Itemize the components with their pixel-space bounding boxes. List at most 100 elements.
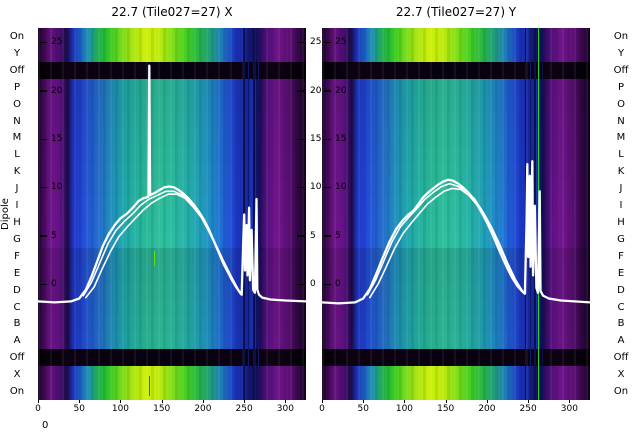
category-label-m: M (616, 132, 626, 144)
heatmap-row-o (322, 95, 590, 113)
category-label-off: Off (9, 352, 25, 364)
ytick-label-right: 0 (310, 279, 316, 290)
heatmap-row-off (322, 349, 590, 367)
category-label-g: G (617, 233, 625, 245)
panel-x-title: 22.7 (Tile027=27) X (111, 5, 233, 19)
ytick-label: 15 (51, 134, 63, 145)
heatmap-row-b (322, 315, 590, 333)
ytick-label: 10 (51, 182, 63, 193)
heatmap-row-a (322, 332, 590, 350)
heatmap-row-n (38, 112, 306, 130)
xtick-label: 250 (235, 404, 253, 414)
xtick-mark (445, 400, 447, 403)
heatmap-row-on (38, 28, 306, 45)
ytick-mark (40, 90, 47, 92)
xtick-mark (79, 400, 81, 403)
ytick-label: 5 (51, 230, 57, 241)
xtick-label: 100 (395, 404, 414, 414)
xtick-mark (322, 400, 323, 403)
ytick-mark-right (297, 41, 304, 44)
panel-y-title: 22.7 (Tile027=27) Y (395, 5, 517, 19)
heatmap-row-off (38, 349, 306, 367)
category-label-g: G (13, 233, 21, 245)
heatmap-row-p (322, 78, 590, 96)
category-label-n: N (13, 115, 21, 127)
heatmap-row-l (38, 146, 306, 164)
category-label-f: F (14, 250, 20, 262)
heatmap-row-i (38, 197, 306, 214)
category-label-off: Off (9, 64, 25, 76)
ytick-label: 25 (51, 37, 63, 48)
heatmap-row-e (322, 264, 590, 282)
xtick-mark (363, 400, 365, 403)
xtick-mark (202, 400, 204, 403)
xtick-label: 150 (153, 404, 171, 414)
xtick-label: 250 (519, 404, 537, 414)
category-label-j: J (15, 183, 19, 195)
ytick-mark-right (297, 235, 304, 237)
ytick-mark (40, 235, 47, 237)
category-label-d: D (13, 284, 21, 296)
heatmap-stripe (541, 28, 544, 400)
category-label-x: X (13, 369, 21, 381)
xtick-label: 100 (111, 404, 130, 414)
heatmap-row-e (38, 264, 306, 282)
ytick-mark (40, 138, 47, 141)
ytick-label: 5 (335, 230, 341, 241)
xtick-mark (486, 400, 488, 403)
heatmap-row-a (38, 332, 306, 350)
xtick-label: 300 (276, 404, 294, 414)
xtick-mark (120, 400, 122, 403)
heatmap-row-on (322, 383, 590, 400)
ytick-label: 25 (335, 37, 347, 48)
category-label-i: I (619, 200, 623, 212)
category-label-p: P (13, 81, 21, 93)
beam-main (322, 160, 590, 305)
category-label-on: On (613, 386, 629, 398)
xtick-mark (161, 400, 163, 403)
xtick-label: 50 (73, 404, 85, 414)
category-label-k: K (617, 166, 625, 178)
heatmap-row-b (38, 315, 306, 333)
heatmap-rows (38, 28, 306, 400)
xtick-mark (569, 400, 571, 403)
ytick-label-right: 15 (310, 134, 322, 145)
heatmap-row-off (38, 61, 306, 79)
category-label-d: D (617, 284, 625, 296)
heatmap-row-d (322, 281, 590, 299)
heatmap-stripe (253, 28, 256, 400)
heatmap-row-x (38, 366, 306, 384)
heatmap-row-y (322, 44, 590, 62)
overlay-lines (322, 160, 590, 305)
ytick-label: 20 (51, 85, 63, 96)
heatmap-row-m (322, 129, 590, 147)
overlay-lines (38, 64, 306, 304)
category-label-x: X (617, 369, 625, 381)
heatmap-row-l (322, 146, 590, 164)
category-label-on: On (9, 30, 25, 42)
xtick-label: 200 (194, 404, 212, 414)
ytick-label: 0 (335, 279, 341, 290)
category-label-p: P (617, 81, 625, 93)
heatmap-row-c (322, 298, 590, 316)
category-label-off: Off (613, 352, 629, 364)
heatmap-row-on (38, 383, 306, 400)
category-label-c: C (13, 301, 21, 313)
category-label-on: On (613, 30, 629, 42)
xtick-mark (528, 400, 530, 403)
heatmap-row-off (322, 61, 590, 79)
ytick-label-right: 25 (310, 37, 322, 48)
ytick-mark (324, 41, 331, 44)
beam-trace-3 (368, 187, 525, 299)
category-label-y: Y (13, 47, 21, 59)
xtick-mark (404, 400, 406, 403)
category-label-l: L (618, 149, 624, 161)
ytick-label: 10 (335, 182, 347, 193)
xtick-label: 0 (319, 404, 325, 414)
panel-x-plot: 25 25 20 20 15 15 10 10 5 5 0 0 0 50 100 150 200 250 300 (35, 28, 321, 414)
ytick-mark (40, 186, 47, 189)
category-label-y: Y (617, 47, 625, 59)
beam-main (38, 64, 306, 304)
xtick-mark (244, 400, 246, 403)
